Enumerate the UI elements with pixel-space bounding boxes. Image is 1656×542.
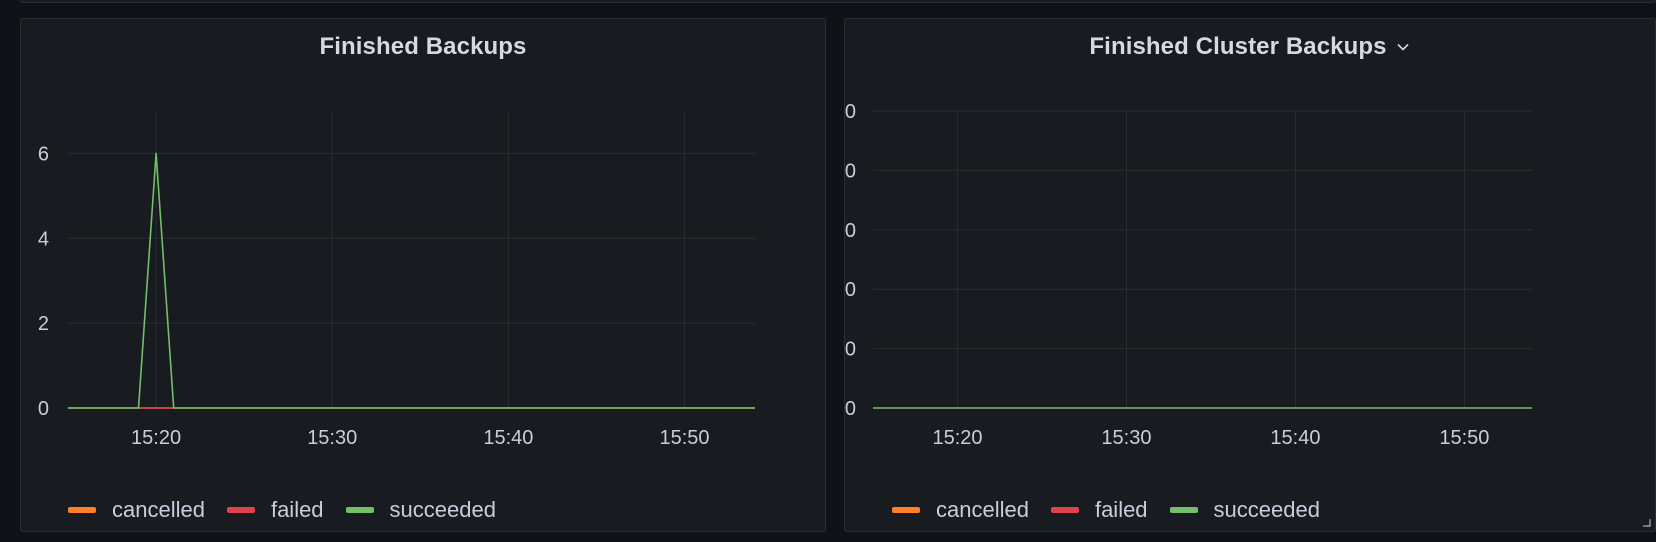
previous-panel-edge: [20, 0, 1656, 3]
legend-item-failed[interactable]: failed: [1050, 497, 1148, 523]
x-tick-label: 15:20: [932, 427, 982, 449]
x-tick-label: 15:20: [131, 427, 181, 449]
legend-swatch-failed: [1050, 507, 1079, 513]
finished-cluster-backups-panel: 0 20 40 60 80 100 15:20 15:30 15:40 15:50 Finishe…: [844, 18, 1656, 532]
y-tick-label: 20: [845, 339, 856, 361]
y-tick-label: 100: [845, 101, 856, 123]
panel-title: Finished Backups: [319, 33, 527, 60]
legend-label: succeeded: [1213, 497, 1320, 522]
legend-item-succeeded[interactable]: succeeded: [345, 497, 496, 523]
panel-header[interactable]: Finished Backups: [21, 33, 825, 61]
y-tick-label: 6: [38, 143, 49, 165]
y-tick-label: 0: [845, 398, 856, 420]
x-tick-label: 15:50: [660, 427, 710, 449]
legend-item-succeeded[interactable]: succeeded: [1169, 497, 1320, 523]
y-tick-label: 2: [38, 313, 49, 335]
y-tick-label: 0: [38, 398, 49, 420]
legend-swatch-cancelled: [892, 507, 920, 513]
y-tick-label: 60: [845, 220, 856, 242]
x-tick-label: 15:50: [1439, 427, 1489, 449]
y-tick-label: 4: [38, 228, 49, 250]
legend-item-cancelled[interactable]: cancelled: [892, 497, 1029, 523]
panel-header[interactable]: Finished Cluster Backups: [845, 33, 1655, 61]
legend-item-cancelled[interactable]: cancelled: [68, 497, 205, 523]
resize-handle-icon[interactable]: [1641, 517, 1651, 527]
x-tick-label: 15:40: [483, 427, 533, 449]
legend-swatch-succeeded: [345, 507, 374, 513]
legend-swatch-cancelled: [68, 507, 96, 513]
x-tick-label: 15:30: [307, 427, 357, 449]
x-tick-label: 15:40: [1270, 427, 1320, 449]
y-tick-label: 40: [845, 279, 856, 301]
legend-label: succeeded: [389, 497, 496, 522]
legend-swatch-succeeded: [1169, 507, 1198, 513]
chart-legend: cancelled failed succeeded: [892, 497, 1320, 523]
legend-label: failed: [1094, 497, 1148, 522]
finished-backups-panel: 0 2 4 6 15:20 15:30 15:40 15:50 Finished Backup…: [20, 18, 826, 532]
y-tick-label: 80: [845, 160, 856, 182]
finished-cluster-backups-chart: 0 20 40 60 80 100 15:20 15:30 15:40 15:50: [845, 101, 1532, 449]
legend-label: failed: [270, 497, 324, 522]
legend-item-failed[interactable]: failed: [226, 497, 324, 523]
panel-title: Finished Cluster Backups: [1089, 33, 1387, 60]
chevron-down-icon[interactable]: [1395, 39, 1411, 55]
legend-label: cancelled: [112, 497, 205, 522]
finished-backups-chart: 0 2 4 6 15:20 15:30 15:40 15:50: [38, 111, 755, 449]
chart-legend: cancelled failed succeeded: [68, 497, 496, 523]
x-tick-label: 15:30: [1101, 427, 1151, 449]
series-line-succeeded: [68, 152, 755, 409]
legend-label: cancelled: [936, 497, 1029, 522]
legend-swatch-failed: [226, 507, 255, 513]
